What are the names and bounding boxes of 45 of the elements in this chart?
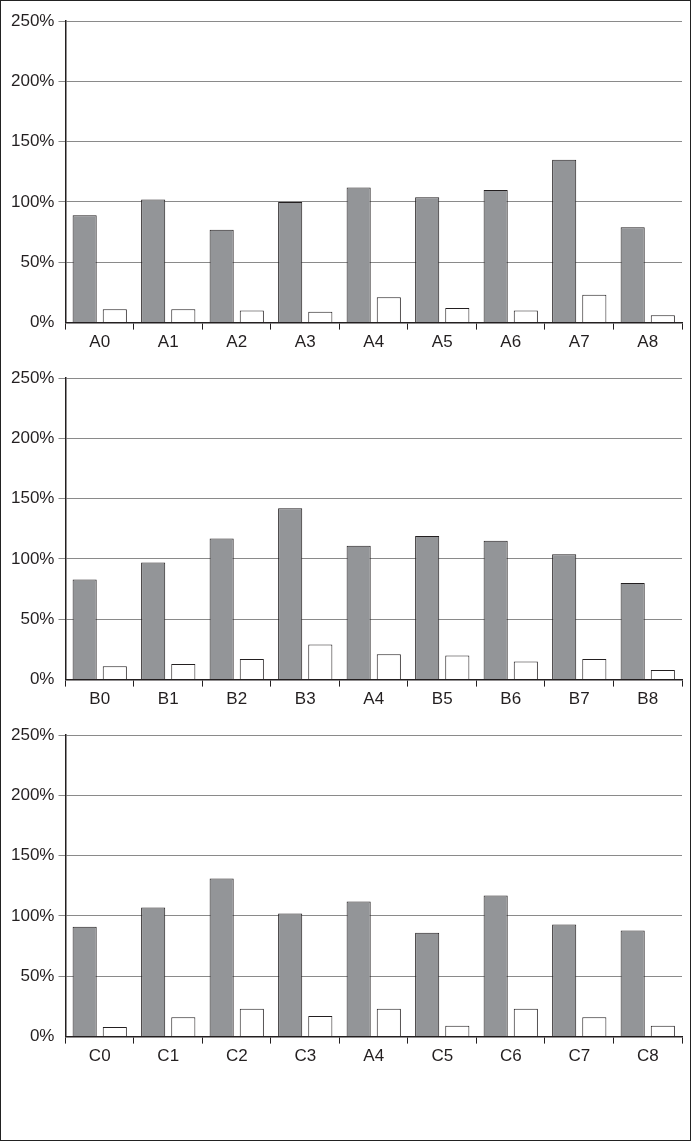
x-tick-label: A6 xyxy=(500,332,522,352)
x-tick-label: A8 xyxy=(637,332,659,352)
y-tick-label: 200% xyxy=(11,71,55,91)
y-tick-label: 0% xyxy=(29,312,55,332)
y-tick-label: 250% xyxy=(11,367,55,387)
x-tick-label: C1 xyxy=(157,1046,180,1066)
x-tick-label: A2 xyxy=(226,332,248,352)
x-tick-label: C0 xyxy=(88,1046,111,1066)
y-tick-label: 150% xyxy=(11,488,55,508)
x-tick-label: A7 xyxy=(568,332,590,352)
x-tick-label: C5 xyxy=(431,1046,454,1066)
x-tick-label: B2 xyxy=(226,689,248,709)
y-tick-label: 250% xyxy=(11,724,55,744)
y-tick-label: 50% xyxy=(20,965,55,985)
y-tick-label: 200% xyxy=(11,428,55,448)
x-tick-label: C2 xyxy=(225,1046,248,1066)
y-tick-label: 50% xyxy=(20,608,55,628)
y-tick-label: 250% xyxy=(11,10,55,30)
y-tick-label: 50% xyxy=(20,251,55,271)
x-tick-label: A5 xyxy=(431,332,453,352)
x-tick-label: A4 xyxy=(363,689,385,709)
y-tick-label: 150% xyxy=(11,131,55,151)
x-tick-label: C3 xyxy=(294,1046,317,1066)
x-tick-label: A4 xyxy=(363,332,385,352)
y-tick-label: 150% xyxy=(11,845,55,865)
y-tick-label: 0% xyxy=(29,1026,55,1046)
x-tick-label: C6 xyxy=(499,1046,522,1066)
x-tick-label: B5 xyxy=(431,689,453,709)
y-tick-label: 100% xyxy=(11,905,55,925)
x-tick-label: B1 xyxy=(157,689,179,709)
y-tick-label: 100% xyxy=(11,191,55,211)
x-tick-label: B8 xyxy=(637,689,659,709)
x-tick-label: A3 xyxy=(294,332,316,352)
y-tick-label: 200% xyxy=(11,785,55,805)
x-tick-label: A1 xyxy=(157,332,179,352)
x-tick-label: B7 xyxy=(568,689,590,709)
y-tick-label: 100% xyxy=(11,548,55,568)
x-tick-label: B0 xyxy=(89,689,111,709)
y-tick-label: 0% xyxy=(29,669,55,689)
x-tick-label: B3 xyxy=(294,689,316,709)
x-tick-label: C8 xyxy=(636,1046,659,1066)
x-tick-label: A4 xyxy=(363,1046,385,1066)
x-tick-label: C7 xyxy=(568,1046,591,1066)
x-tick-label: A0 xyxy=(89,332,111,352)
x-tick-label: B6 xyxy=(500,689,522,709)
